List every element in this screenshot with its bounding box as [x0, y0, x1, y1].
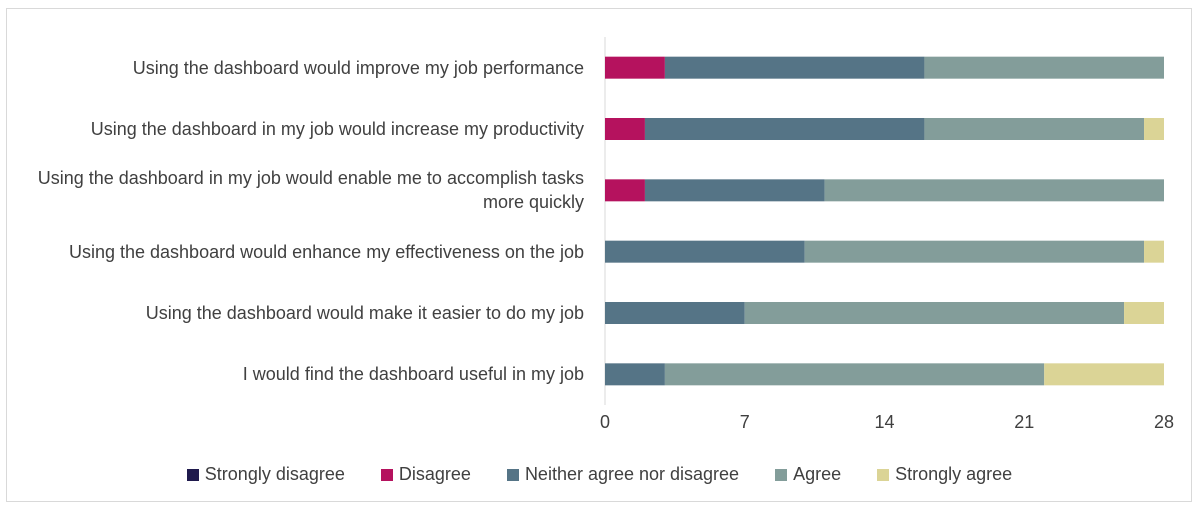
legend-swatch-3	[775, 468, 788, 481]
x-tick-label-4: 28	[1153, 412, 1175, 432]
bar-segment-agree-3	[804, 240, 1145, 263]
bar-segment-disagree-1	[605, 118, 645, 140]
bar-segment-neither-agree-nor-disagree-0	[664, 56, 925, 79]
legend-label-2: Neither agree nor disagree	[524, 464, 740, 484]
bar-segment-neither-agree-nor-disagree-3	[605, 240, 805, 263]
legend-item-4: Strongly agree	[877, 464, 1012, 485]
bar-segment-agree-0	[924, 56, 1164, 79]
bar-segment-neither-agree-nor-disagree-4	[605, 302, 745, 324]
legend-item-1: Disagree	[380, 464, 471, 485]
legend-label-0: Strongly disagree	[204, 464, 345, 484]
x-tick-label-2: 14	[874, 412, 895, 432]
bar-segment-agree-2	[824, 179, 1164, 202]
bar-segment-neither-agree-nor-disagree-2	[644, 179, 825, 202]
bar-segment-agree-1	[924, 118, 1145, 140]
category-label-2: Using the dashboard in my job would enab…	[37, 168, 584, 213]
bar-segment-strongly-agree-1	[1144, 118, 1164, 140]
category-label-3: Using the dashboard would enhance my eff…	[68, 241, 584, 262]
legend-swatch-4	[877, 468, 890, 481]
legend-swatch-0	[186, 468, 199, 481]
legend-label-4: Strongly agree	[895, 464, 1013, 484]
category-label-1: Using the dashboard in my job would incr…	[90, 118, 584, 139]
legend-swatch-1	[380, 468, 393, 481]
legend-label-1: Disagree	[398, 464, 471, 484]
bar-segment-neither-agree-nor-disagree-5	[605, 363, 665, 386]
legend-item-0: Strongly disagree	[186, 464, 345, 485]
bar-segment-agree-5	[664, 363, 1045, 386]
x-tick-label-0: 0	[599, 412, 610, 432]
bar-segment-neither-agree-nor-disagree-1	[644, 118, 925, 140]
bar-segment-disagree-0	[605, 56, 665, 79]
x-tick-label-3: 21	[1014, 412, 1035, 432]
bar-segment-strongly-agree-5	[1044, 363, 1164, 386]
bar-segment-strongly-agree-3	[1144, 240, 1164, 263]
bar-segment-agree-4	[744, 302, 1125, 324]
legend-item-2: Neither agree nor disagree	[506, 464, 740, 485]
legend-swatch-2	[506, 468, 519, 481]
chart-legend: Strongly disagree Disagree Neither agree n…	[0, 464, 1199, 485]
category-label-4: Using the dashboard would make it easier…	[145, 302, 584, 323]
category-label-0: Using the dashboard would improve my job…	[132, 57, 584, 78]
category-label-5: I would find the dashboard useful in my …	[242, 364, 584, 385]
legend-label-3: Agree	[793, 464, 842, 484]
x-tick-label-1: 7	[739, 412, 750, 432]
bar-segment-disagree-2	[605, 179, 645, 202]
legend-item-3: Agree	[775, 464, 841, 485]
bar-segment-strongly-agree-4	[1124, 302, 1164, 324]
